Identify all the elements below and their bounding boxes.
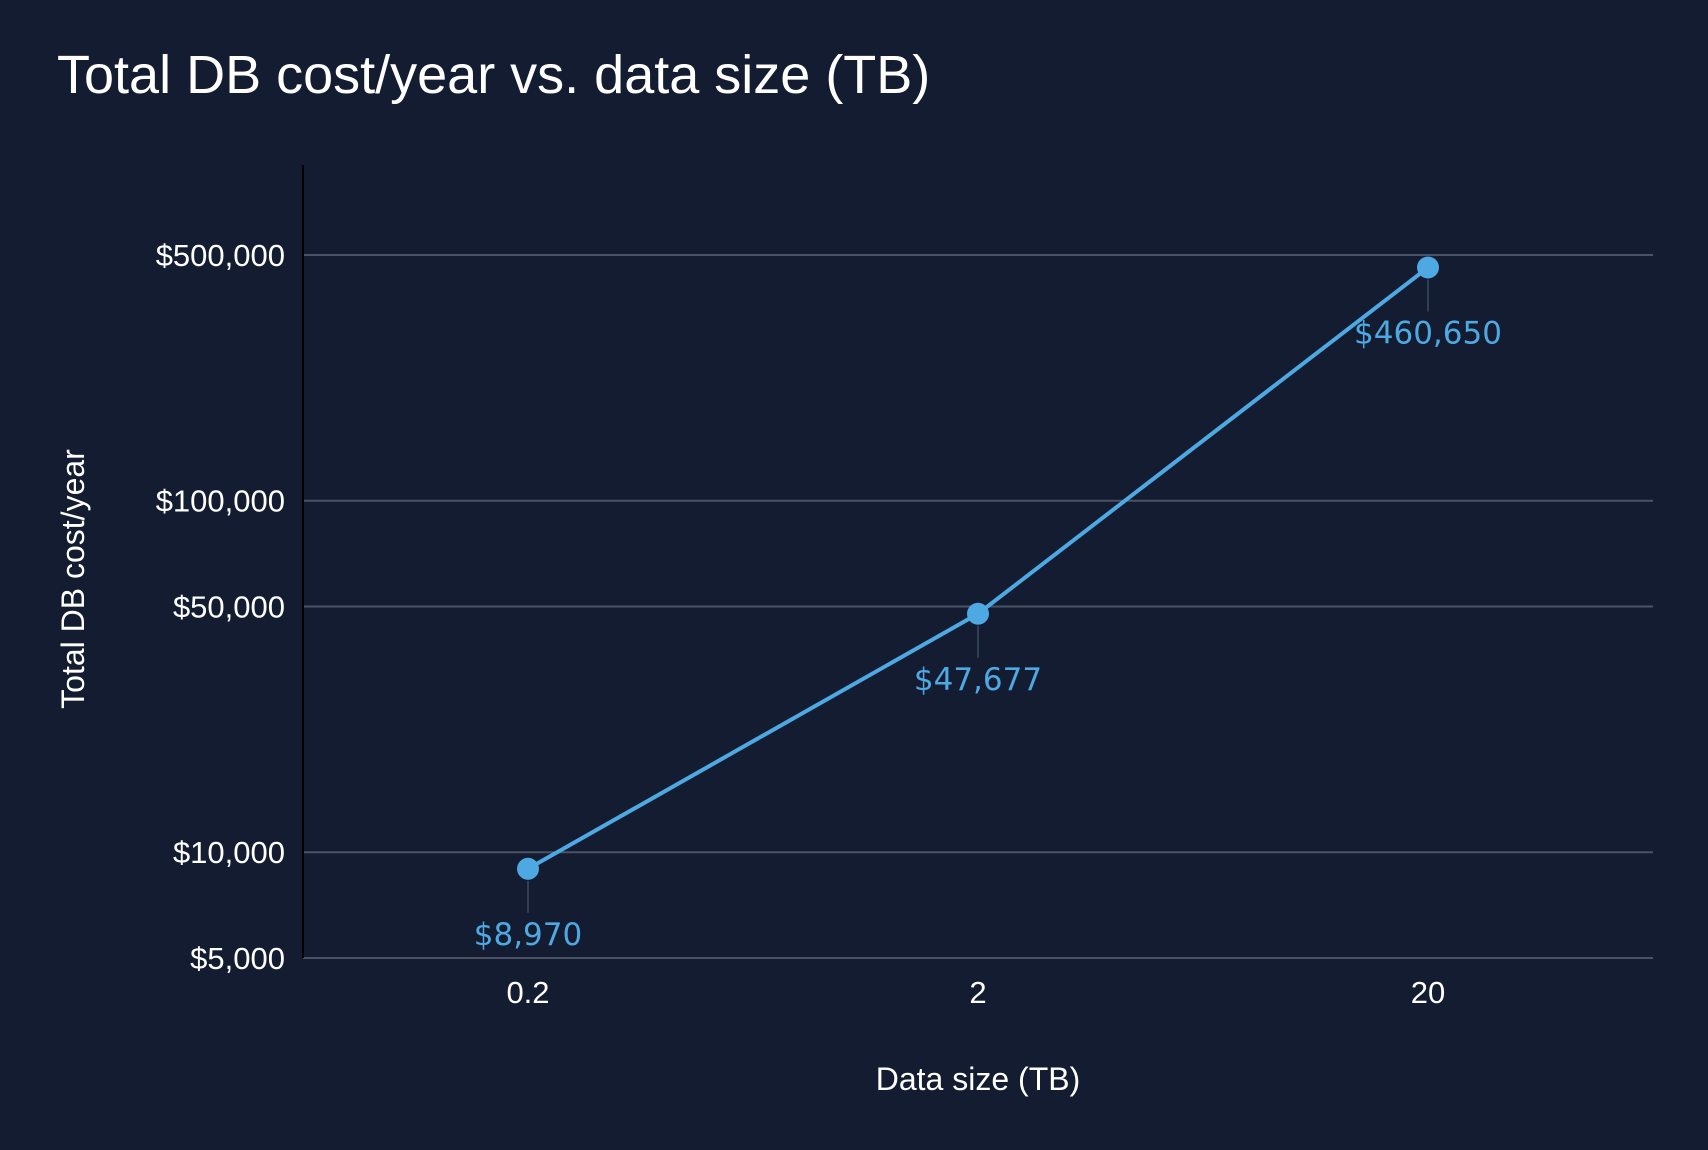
x-axis: 0.2 2 20	[506, 975, 1445, 1010]
y-tick-label: $5,000	[190, 941, 285, 976]
x-tick-label: 0.2	[506, 975, 549, 1010]
chart-title: Total DB cost/year vs. data size (TB)	[57, 45, 931, 105]
data-point[interactable]	[967, 602, 989, 625]
y-tick-label: $100,000	[156, 484, 285, 519]
data-label: $460,650	[1354, 316, 1502, 352]
y-tick-label: $500,000	[156, 238, 285, 273]
series-line	[526, 265, 1430, 871]
data-label: $8,970	[474, 917, 582, 953]
x-axis-title: Data size (TB)	[876, 1061, 1080, 1097]
data-labels: $8,970 $47,677 $460,650	[474, 279, 1502, 953]
data-label: $47,677	[914, 662, 1042, 698]
y-axis-title: Total DB cost/year	[55, 449, 91, 709]
x-tick-label: 2	[969, 975, 986, 1010]
y-tick-label: $50,000	[173, 590, 285, 625]
data-point[interactable]	[517, 857, 539, 880]
x-tick-label: 20	[1411, 975, 1445, 1010]
data-point[interactable]	[1417, 256, 1439, 279]
series	[517, 256, 1439, 880]
y-axis: $5,000 $10,000 $50,000 $100,000 $500,000	[156, 165, 304, 976]
y-tick-label: $10,000	[173, 835, 285, 870]
